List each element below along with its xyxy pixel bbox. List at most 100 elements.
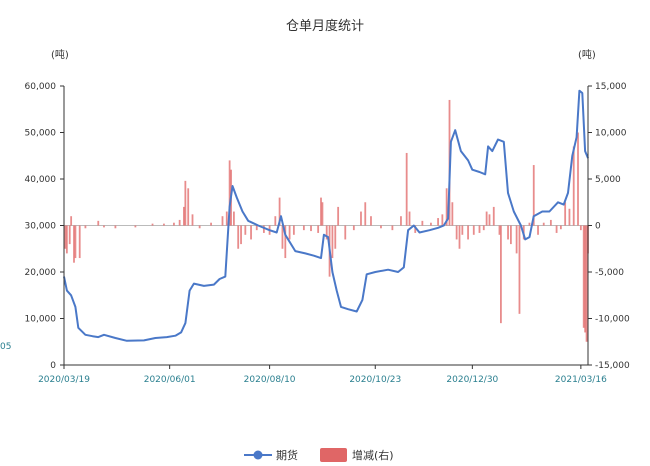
bar (555, 225, 558, 233)
bar (78, 225, 81, 259)
left-edge-label: 05 (0, 342, 11, 352)
bar (492, 206, 495, 226)
y-left-tick-label: 10,000 (25, 315, 57, 325)
line-series-futures (63, 89, 589, 342)
legend[interactable]: 期货 增减(右) (244, 448, 394, 462)
bar (134, 225, 137, 228)
y-left-tick-label: 50,000 (25, 129, 57, 139)
y-right-tick-label: -15,000 (595, 361, 630, 371)
bar (405, 152, 408, 226)
bar (310, 225, 312, 232)
y-left-tick-label: 60,000 (25, 82, 57, 92)
bar (488, 214, 491, 226)
bar (482, 225, 485, 231)
bar (244, 225, 247, 235)
bar (455, 225, 458, 240)
legend-line-marker (253, 450, 263, 460)
bar (472, 225, 475, 235)
bar (97, 220, 100, 226)
y-right-tick-label: 5,000 (595, 175, 621, 185)
bar (509, 225, 512, 245)
y-left-tick-label: 40,000 (25, 175, 57, 185)
bar (584, 225, 587, 333)
bar (210, 222, 212, 226)
bar (461, 225, 464, 235)
bar (542, 222, 545, 226)
bar (400, 216, 402, 226)
bar (321, 202, 324, 226)
legend-label-change: 增减(右) (352, 448, 394, 462)
bar (391, 225, 394, 231)
bar (414, 225, 417, 233)
bar (498, 225, 501, 235)
bar (528, 222, 531, 226)
bar (572, 146, 575, 226)
bar (233, 211, 235, 226)
bar (334, 225, 337, 249)
y-right-tick-label: -5,000 (595, 268, 624, 278)
bar (441, 214, 444, 226)
bar (151, 223, 154, 226)
bar (288, 225, 291, 240)
x-tick-label: 2020/12/30 (446, 375, 498, 385)
bar (352, 225, 355, 231)
bar (337, 206, 340, 226)
bar (325, 225, 328, 240)
chart-title: 仓单月度统计 (286, 18, 364, 34)
bar (532, 165, 535, 226)
bar (262, 225, 265, 233)
line-series-group (63, 89, 589, 342)
bar (408, 211, 411, 226)
bar (559, 225, 562, 230)
bar (364, 202, 367, 226)
bar (255, 225, 258, 231)
bar (184, 180, 187, 226)
bar (221, 216, 224, 226)
bar (103, 225, 105, 228)
bar (225, 211, 228, 226)
bar (380, 225, 382, 229)
bar (228, 160, 231, 226)
bar (579, 225, 582, 231)
bar (278, 197, 281, 226)
bar (64, 225, 67, 249)
bar (173, 222, 175, 226)
bar (549, 219, 552, 226)
bar (302, 225, 305, 231)
x-tick-label: 2020/06/01 (144, 375, 196, 385)
bar (344, 225, 347, 240)
bar (451, 202, 454, 226)
bar (370, 216, 372, 226)
bar (198, 225, 201, 229)
left-axis-unit: (吨) (51, 48, 69, 61)
bar (317, 225, 320, 233)
bar (68, 225, 71, 245)
bar (70, 216, 73, 226)
bar (320, 197, 322, 226)
legend-label-futures: 期货 (276, 448, 298, 462)
x-tick-label: 2021/03/16 (555, 375, 607, 385)
y-right-tick-label: 0 (595, 222, 601, 232)
bar (74, 225, 77, 259)
bar (187, 188, 190, 226)
bar (178, 219, 181, 226)
bar (585, 225, 588, 342)
bar (500, 225, 502, 324)
bar (331, 225, 334, 259)
bar (458, 225, 461, 249)
bar (163, 223, 165, 226)
bar (84, 225, 87, 229)
bar (577, 132, 579, 226)
y-right-tick-label: 10,000 (595, 129, 627, 139)
bar (507, 225, 509, 240)
axes-group: 0 10,000 20,000 30,000 40,000 50,000 60,000 -15… (25, 82, 631, 385)
y-left-tick-label: 0 (50, 361, 56, 371)
bar (114, 225, 117, 229)
bar (467, 225, 469, 240)
bar (568, 208, 571, 226)
x-tick-label: 2020/03/19 (38, 375, 90, 385)
bar (582, 225, 585, 328)
bar (478, 225, 481, 233)
bar (485, 211, 488, 226)
